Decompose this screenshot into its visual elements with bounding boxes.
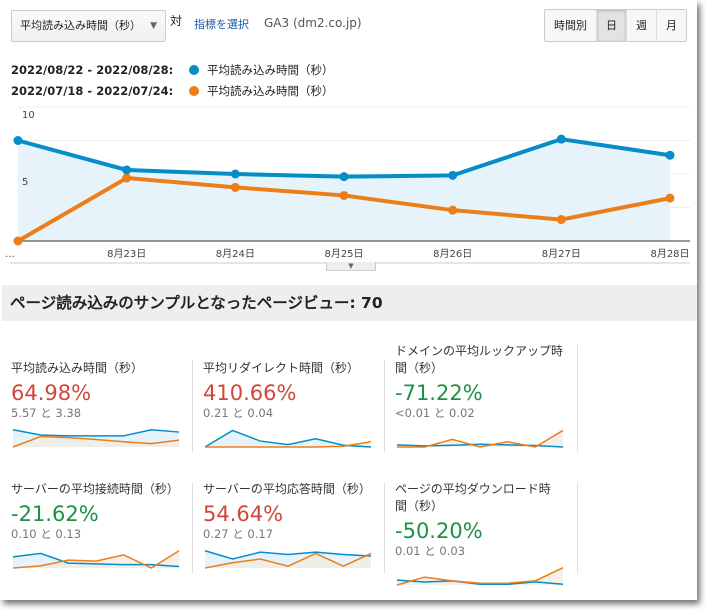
sparkline-line <box>396 443 564 448</box>
sparkline-area <box>205 430 371 447</box>
metric-title: ドメインの平均ルックアップ時間（秒） <box>395 344 564 375</box>
x-tick-label: 8月27日 <box>542 248 581 260</box>
card-divider <box>384 360 385 452</box>
legend-range: 2022/08/22 - 2022/08/28: <box>11 63 174 77</box>
data-point[interactable] <box>556 134 566 144</box>
y-tick-label: 10 <box>22 110 35 121</box>
x-tick-label: 8月26日 <box>433 248 472 260</box>
section-title: ページ読み込みのサンプルとなったページビュー: 70 <box>2 285 697 321</box>
sparkline-area <box>205 553 371 568</box>
data-point[interactable] <box>665 193 675 203</box>
sparkline <box>396 429 564 448</box>
sparkline-line <box>397 429 564 448</box>
legend-dot-icon <box>189 86 199 96</box>
metric-card[interactable]: サーバーの平均応答時間（秒） 54.64% 0.27 と 0.17 <box>203 481 383 570</box>
sparkline <box>12 428 180 448</box>
card-divider <box>192 483 193 573</box>
metric-change: 64.98% <box>11 381 92 405</box>
sparkline <box>396 567 564 586</box>
data-point[interactable] <box>448 205 458 215</box>
metric-title: 平均リダイレクト時間（秒） <box>203 361 360 375</box>
sparkline-line <box>396 567 564 586</box>
metric-compare: 0.21 と 0.04 <box>203 406 274 420</box>
analytics-panel: 平均読み込み時間（秒） ▼ 対 指標を選択 GA3 (dm2.co.jp) 時間別… <box>2 9 697 587</box>
chart-expand-handle[interactable]: ▼ <box>326 262 376 271</box>
metric-dropdown[interactable]: 平均読み込み時間（秒） ▼ <box>11 10 166 42</box>
data-point[interactable] <box>13 236 23 246</box>
metric-change: -71.22% <box>395 381 483 405</box>
sparkline-line <box>12 550 180 569</box>
metric-change: -50.20% <box>395 519 483 543</box>
period-week-button[interactable]: 週 <box>626 10 656 41</box>
card-divider <box>577 483 578 573</box>
line-chart: 10 5 … 8月23日 8月24日 8月25日 8月26日 8月27日 8月28日 <box>5 106 690 264</box>
data-point[interactable] <box>339 190 349 200</box>
x-tick-label: 8月23日 <box>107 248 146 260</box>
sparkline <box>12 550 180 569</box>
metric-compare: 0.01 と 0.03 <box>395 544 466 558</box>
legend-metric: 平均読み込み時間（秒） <box>207 63 334 77</box>
metric-card[interactable]: ページの平均ダウンロード時間（秒） -50.20% 0.01 と 0.03 <box>395 481 575 587</box>
sparkline-line <box>12 435 180 448</box>
metric-title: サーバーの平均応答時間（秒） <box>203 482 371 496</box>
legend-current: 2022/08/22 - 2022/08/28: 平均読み込み時間（秒） <box>11 62 334 78</box>
property-label: GA3 (dm2.co.jp) <box>264 16 362 30</box>
metric-change: -21.62% <box>11 502 99 526</box>
sparkline-line <box>204 429 372 448</box>
metric-title: サーバーの平均接続時間（秒） <box>11 482 179 496</box>
data-point[interactable] <box>448 170 458 180</box>
legend-metric: 平均読み込み時間（秒） <box>207 84 334 98</box>
x-tick-label: 8月25日 <box>324 248 363 260</box>
sparkline-line <box>204 552 372 569</box>
metric-change: 54.64% <box>203 502 284 526</box>
metric-compare: 0.10 と 0.13 <box>11 527 82 541</box>
legend-range: 2022/07/18 - 2022/07/24: <box>11 84 174 98</box>
period-month-button[interactable]: 月 <box>656 10 686 41</box>
metric-card[interactable]: 平均リダイレクト時間（秒） 410.66% 0.21 と 0.04 <box>203 360 383 449</box>
card-divider <box>577 345 578 452</box>
legend-dot-icon <box>189 65 199 75</box>
select-metric-link[interactable]: 指標を選択 <box>194 18 249 31</box>
card-divider <box>384 483 385 573</box>
sparkline-line <box>12 552 180 568</box>
data-point[interactable] <box>230 169 240 179</box>
x-tick-label: 8月28日 <box>650 248 689 260</box>
metric-compare: 0.27 と 0.17 <box>203 527 274 541</box>
legend-previous: 2022/07/18 - 2022/07/24: 平均読み込み時間（秒） <box>11 83 334 99</box>
metric-dropdown-label: 平均読み込み時間（秒） <box>20 19 141 32</box>
sparkline-area <box>13 436 179 447</box>
data-point[interactable] <box>556 215 566 225</box>
period-toggle: 時間別 日 週 月 <box>544 9 687 42</box>
metric-card[interactable]: 平均読み込み時間（秒） 64.98% 5.57 と 3.38 <box>11 360 191 449</box>
metric-title: ページの平均ダウンロード時間（秒） <box>395 482 551 513</box>
sparkline-line <box>396 579 564 586</box>
vs-label: 対 <box>170 14 183 28</box>
metric-change: 410.66% <box>203 381 297 405</box>
data-point[interactable] <box>665 150 675 160</box>
chevron-down-icon: ▼ <box>150 21 157 31</box>
area-fill <box>18 139 670 241</box>
sparkline-line <box>12 428 180 437</box>
card-divider <box>192 360 193 452</box>
sparkline <box>204 550 372 569</box>
sparkline-line <box>205 441 372 448</box>
period-day-button[interactable]: 日 <box>596 10 626 41</box>
sparkline-area <box>397 430 563 447</box>
data-point[interactable] <box>339 172 349 182</box>
sparkline-line <box>204 550 372 560</box>
metric-title: 平均読み込み時間（秒） <box>11 361 144 375</box>
sparkline <box>204 429 372 448</box>
metric-compare: <0.01 と 0.02 <box>395 406 475 420</box>
data-point[interactable] <box>230 182 240 192</box>
y-tick-label: 5 <box>22 177 28 188</box>
x-tick-label: 8月24日 <box>216 248 255 260</box>
x-tick-label: … <box>5 249 15 260</box>
period-hourly-button[interactable]: 時間別 <box>554 19 587 32</box>
data-point[interactable] <box>122 173 132 183</box>
metric-compare: 5.57 と 3.38 <box>11 406 82 420</box>
data-point[interactable] <box>122 165 132 175</box>
metric-card[interactable]: ドメインの平均ルックアップ時間（秒） -71.22% <0.01 と 0.02 <box>395 343 575 449</box>
metric-card[interactable]: サーバーの平均接続時間（秒） -21.62% 0.10 と 0.13 <box>11 481 191 570</box>
data-point[interactable] <box>13 136 23 145</box>
